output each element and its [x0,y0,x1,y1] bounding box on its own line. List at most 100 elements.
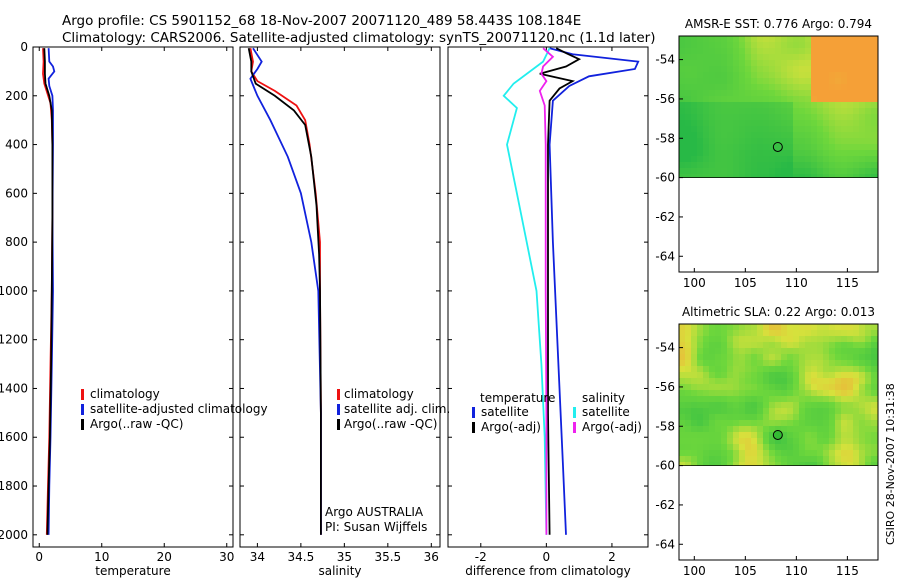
heatmap-cell [727,384,733,390]
heatmap-cell [763,372,769,378]
heatmap-cell [841,402,847,408]
heatmap-cell [709,342,715,348]
heatmap-cell [769,102,775,108]
heatmap-cell [727,84,733,90]
heatmap-cell [703,102,709,108]
heatmap-cell [871,114,877,120]
heatmap-cell [727,66,733,72]
heatmap-cell [823,444,829,450]
legend-entry: climatology [344,387,414,401]
heatmap-cell [727,114,733,120]
heatmap-cell [805,390,811,396]
heatmap-cell [823,390,829,396]
heatmap-cell [859,174,865,178]
legend-entry: Argo(..raw -QC) [90,417,183,431]
heatmap-cell [793,324,799,330]
heatmap-cell [715,54,721,60]
heatmap-cell [805,450,811,456]
heatmap-cell [775,36,781,42]
heatmap-cell [763,138,769,144]
heatmap-cell [865,66,871,72]
heatmap-cell [727,402,733,408]
heatmap-cell [865,420,871,426]
heatmap-cell [715,426,721,432]
heatmap-cell [805,414,811,420]
heatmap-cell [871,324,877,330]
heatmap-cell [715,120,721,126]
heatmap-cell [685,156,691,162]
heatmap-cell [811,120,817,126]
heatmap-cell [703,456,709,462]
heatmap-cell [805,426,811,432]
heatmap-cell [847,144,853,150]
heatmap-cell [799,174,805,178]
heatmap-cell [859,90,865,96]
heatmap-cell [769,426,775,432]
heatmap-cell [841,432,847,438]
heatmap-cell [751,72,757,78]
heatmap-cell [697,378,703,384]
heatmap-cell [721,390,727,396]
heatmap-cell [745,102,751,108]
heatmap-cell [871,90,877,96]
heatmap-cell [715,402,721,408]
heatmap-cell [775,414,781,420]
heatmap-cell [835,54,841,60]
heatmap-cell [871,384,877,390]
heatmap-cell [733,144,739,150]
heatmap-cell [751,36,757,42]
heatmap-cell [859,438,865,444]
argo-float-marker [772,141,783,152]
heatmap-cell [697,360,703,366]
heatmap-cell [853,438,859,444]
heatmap-cell [709,426,715,432]
heatmap-cell [805,348,811,354]
heatmap-cell [679,348,685,354]
heatmap-cell [793,462,799,466]
heatmap-cell [739,348,745,354]
heatmap-cell [871,138,877,144]
heatmap-cell [745,390,751,396]
heatmap-cell [703,432,709,438]
heatmap-cell [769,120,775,126]
heatmap-cell [817,378,823,384]
heatmap-cell [775,144,781,150]
heatmap-cell [811,426,817,432]
heatmap-cell [805,114,811,120]
heatmap-cell [871,54,877,60]
heatmap-cell [709,384,715,390]
heatmap-cell [853,150,859,156]
heatmap-cell [751,444,757,450]
heatmap-cell [865,378,871,384]
heatmap-cell [805,402,811,408]
heatmap-cell [745,324,751,330]
heatmap-cell [685,324,691,330]
heatmap-cell [775,462,781,466]
heatmap-cell [739,144,745,150]
heatmap-cell [817,150,823,156]
heatmap-cell [703,156,709,162]
heatmap-cell [757,42,763,48]
heatmap-cell [835,390,841,396]
heatmap-cell [739,378,745,384]
heatmap-cell [739,366,745,372]
heatmap-cell [817,60,823,66]
heatmap-cell [745,372,751,378]
heatmap-cell [865,126,871,132]
series-line-argo-raw-qc- [247,48,322,535]
heatmap-cell [757,144,763,150]
heatmap-cell [823,78,829,84]
heatmap-cell [679,48,685,54]
heatmap-cell [781,420,787,426]
heatmap-cell [823,174,829,178]
heatmap-cell [865,348,871,354]
heatmap-cell [835,48,841,54]
heatmap-cell [703,132,709,138]
heatmap-cell [823,96,829,102]
heatmap-cell [751,456,757,462]
heatmap-cell [805,330,811,336]
heatmap-cell [775,60,781,66]
heatmap-cell [691,366,697,372]
heatmap-cell [763,96,769,102]
heatmap-cell [811,168,817,174]
